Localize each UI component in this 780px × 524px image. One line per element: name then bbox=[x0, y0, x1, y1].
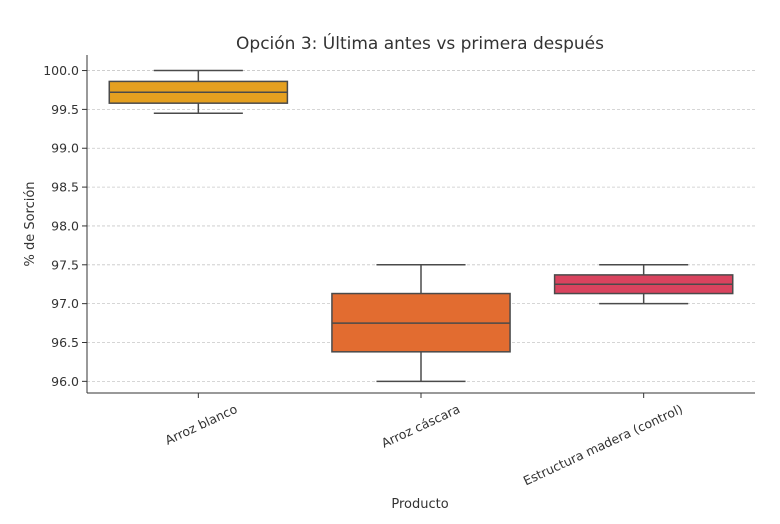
y-tick-label: 99.5 bbox=[51, 102, 79, 117]
x-tick-label: Arroz blanco bbox=[163, 401, 240, 448]
box-group bbox=[331, 264, 511, 383]
box-group bbox=[553, 264, 734, 305]
chart-title: Opción 3: Última antes vs primera despué… bbox=[236, 32, 604, 54]
x-axis-label: Producto bbox=[391, 497, 448, 512]
x-tick-label: Estructura madera (control) bbox=[521, 401, 685, 488]
x-tick-label: Arroz cáscara bbox=[379, 401, 462, 450]
y-tick-label: 97.5 bbox=[51, 257, 79, 272]
y-tick-label: 97.0 bbox=[51, 296, 79, 311]
y-tick-label: 96.0 bbox=[51, 374, 79, 389]
y-tick-label: 99.0 bbox=[51, 141, 79, 156]
y-tick-label: 100.0 bbox=[43, 63, 79, 78]
box-group bbox=[108, 69, 289, 115]
y-tick-label: 98.0 bbox=[51, 218, 79, 233]
y-axis-ticks: 96.0 96.5 97.0 97.5 98.0 98.5 99.0 99.5 100.0 bbox=[43, 63, 87, 389]
y-axis-label: % de Sorción bbox=[23, 181, 38, 266]
x-axis-ticks: Arroz blanco Arroz cáscara Estructura made… bbox=[163, 393, 685, 488]
y-tick-label: 98.5 bbox=[51, 180, 79, 195]
boxes bbox=[108, 69, 734, 383]
y-tick-label: 96.5 bbox=[51, 335, 79, 350]
